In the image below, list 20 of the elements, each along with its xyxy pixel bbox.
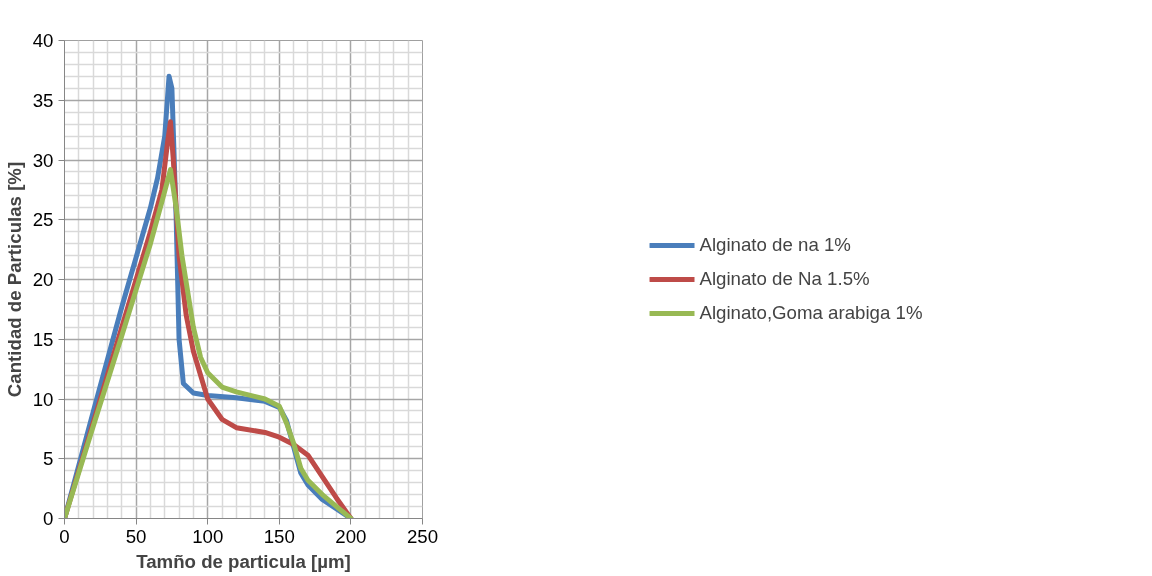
x-tick-label: 250 [406,525,439,547]
x-tick-label: 50 [125,525,147,547]
y-axis-title: Cantidad de Particulas [%] [3,161,25,398]
y-tick-label: 30 [32,149,54,171]
x-tick-label: 200 [335,525,367,547]
x-tick-label: 150 [263,525,295,547]
y-tick-label: 10 [32,388,54,410]
legend-label: Alginato de na 1% [699,234,851,256]
y-tick-label: 20 [32,269,54,290]
x-axis-title: Tamño de particula [µm] [136,550,351,572]
x-tick-label: 0 [59,525,70,547]
y-tick-label: 0 [43,508,54,529]
legend-label: Alginato,Goma arabiga 1% [699,302,923,324]
x-tick-label: 100 [192,525,224,547]
legend-label: Alginato de Na 1.5% [699,268,870,290]
y-tick-label: 5 [43,448,54,470]
y-tick-label: 15 [32,328,54,350]
y-tick-label: 25 [32,209,54,231]
y-tick-label: 40 [32,30,54,51]
y-tick-label: 35 [32,89,54,111]
